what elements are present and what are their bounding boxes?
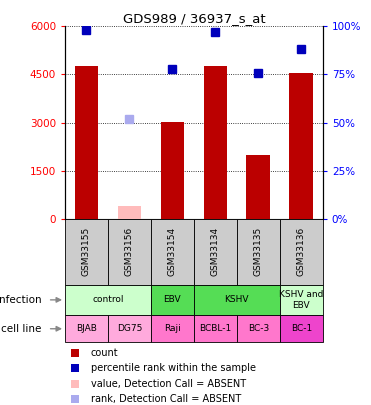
Text: rank, Detection Call = ABSENT: rank, Detection Call = ABSENT bbox=[91, 394, 241, 404]
Bar bbox=[108, 315, 151, 343]
Bar bbox=[194, 219, 237, 285]
Text: BJAB: BJAB bbox=[76, 324, 97, 333]
Text: percentile rank within the sample: percentile rank within the sample bbox=[91, 364, 256, 373]
Text: GSM33155: GSM33155 bbox=[82, 227, 91, 276]
Bar bbox=[280, 285, 323, 315]
Text: KSHV: KSHV bbox=[224, 295, 249, 305]
Text: Raji: Raji bbox=[164, 324, 181, 333]
Text: BC-3: BC-3 bbox=[248, 324, 269, 333]
Text: GSM33134: GSM33134 bbox=[211, 227, 220, 276]
Bar bbox=[75, 66, 98, 219]
Bar bbox=[204, 66, 227, 219]
Bar bbox=[280, 315, 323, 343]
Bar bbox=[151, 285, 194, 315]
Text: value, Detection Call = ABSENT: value, Detection Call = ABSENT bbox=[91, 379, 246, 389]
Bar bbox=[246, 155, 270, 219]
Text: GSM33154: GSM33154 bbox=[168, 227, 177, 276]
Title: GDS989 / 36937_s_at: GDS989 / 36937_s_at bbox=[122, 12, 265, 25]
Bar bbox=[65, 219, 108, 285]
Text: GSM33156: GSM33156 bbox=[125, 227, 134, 276]
Text: control: control bbox=[92, 295, 124, 305]
Bar bbox=[161, 122, 184, 219]
Text: BCBL-1: BCBL-1 bbox=[199, 324, 232, 333]
Bar bbox=[65, 315, 108, 343]
Text: BC-1: BC-1 bbox=[290, 324, 312, 333]
Text: DG75: DG75 bbox=[117, 324, 142, 333]
Bar bbox=[151, 315, 194, 343]
Bar bbox=[118, 206, 141, 219]
Text: count: count bbox=[91, 348, 118, 358]
Text: GSM33135: GSM33135 bbox=[254, 227, 263, 276]
Bar bbox=[151, 219, 194, 285]
Bar bbox=[194, 315, 237, 343]
Text: EBV: EBV bbox=[164, 295, 181, 305]
Bar bbox=[280, 219, 323, 285]
Text: cell line: cell line bbox=[1, 324, 41, 334]
Bar bbox=[108, 219, 151, 285]
Bar bbox=[237, 219, 280, 285]
Text: GSM33136: GSM33136 bbox=[297, 227, 306, 276]
Bar bbox=[289, 73, 313, 219]
Bar bbox=[194, 285, 280, 315]
Text: KSHV and
EBV: KSHV and EBV bbox=[279, 290, 324, 309]
Text: infection: infection bbox=[0, 295, 41, 305]
Bar bbox=[65, 285, 151, 315]
Bar bbox=[237, 315, 280, 343]
